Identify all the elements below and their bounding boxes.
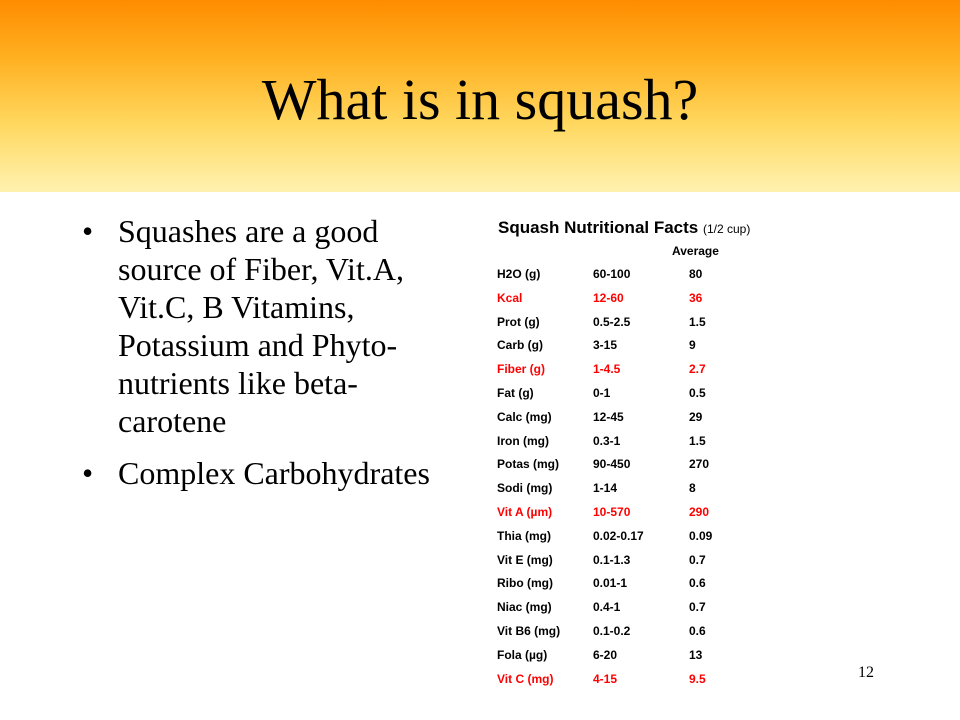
average-value: 13 bbox=[689, 647, 703, 662]
nutrient-label: Fola (µg) bbox=[497, 647, 548, 662]
nutrient-label: Thia (mg) bbox=[497, 528, 551, 543]
average-value: 36 bbox=[689, 290, 703, 305]
range-value: 4-15 bbox=[593, 671, 618, 686]
nutrient-label: Fiber (g) bbox=[497, 362, 545, 377]
range-value: 12-45 bbox=[593, 409, 624, 424]
average-value: 8 bbox=[689, 481, 696, 496]
average-value: 9 bbox=[689, 338, 696, 353]
range-value: 10-570 bbox=[593, 504, 631, 519]
nutrient-label: Ribo (mg) bbox=[497, 576, 553, 591]
average-value: 0.09 bbox=[689, 528, 713, 543]
average-value: 270 bbox=[689, 457, 710, 472]
average-value: 0.6 bbox=[689, 623, 706, 638]
average-value: 29 bbox=[689, 409, 703, 424]
average-value: 1.5 bbox=[689, 433, 706, 448]
nutrient-label: H2O (g) bbox=[497, 267, 541, 281]
average-value: 80 bbox=[689, 267, 703, 281]
page-number: 12 bbox=[858, 664, 874, 681]
range-value: 3-15 bbox=[593, 338, 618, 353]
nutrient-label: Vit A (µm) bbox=[497, 504, 553, 519]
nutrient-label: Kcal bbox=[497, 290, 523, 305]
nutrient-label: Iron (mg) bbox=[497, 433, 549, 448]
range-value: 1-14 bbox=[593, 481, 618, 496]
nutrient-label: Vit B6 (mg) bbox=[497, 623, 561, 638]
range-value: 0.1-0.2 bbox=[593, 623, 631, 638]
bullet-marker: • bbox=[82, 455, 94, 491]
table-title: Squash Nutritional Facts (1/2 cup) bbox=[498, 218, 750, 238]
average-value: 2.7 bbox=[689, 362, 706, 377]
range-value: 0.4-1 bbox=[593, 600, 621, 615]
range-value: 60-100 bbox=[593, 267, 631, 281]
bullet-item: • Complex Carbohydrates bbox=[82, 454, 462, 492]
average-value: 0.7 bbox=[689, 552, 706, 567]
average-value: 1.5 bbox=[689, 314, 706, 329]
range-value: 90-450 bbox=[593, 457, 631, 472]
nutrient-label: Calc (mg) bbox=[497, 409, 552, 424]
nutrient-label: Vit E (mg) bbox=[497, 552, 553, 567]
slide-title: What is in squash? bbox=[261, 67, 699, 132]
range-value: 0.1-1.3 bbox=[593, 552, 631, 567]
title-band bbox=[0, 0, 960, 192]
average-value: 0.7 bbox=[689, 600, 706, 615]
average-value: 290 bbox=[689, 504, 710, 519]
average-value: 0.6 bbox=[689, 576, 706, 591]
nutrient-label: Vit C (mg) bbox=[497, 671, 554, 686]
range-value: 6-20 bbox=[593, 647, 618, 662]
average-value: 9.5 bbox=[689, 671, 706, 686]
bullet-marker: • bbox=[82, 213, 94, 249]
average-value: 0.5 bbox=[689, 385, 706, 400]
bullet-text: Squashes are a good source of Fiber, Vit… bbox=[118, 213, 404, 439]
bullet-list: • Squashes are a good source of Fiber, V… bbox=[82, 212, 462, 506]
bullet-text: Complex Carbohydrates bbox=[118, 455, 430, 491]
nutrient-label: Niac (mg) bbox=[497, 600, 552, 615]
nutrient-label: Prot (g) bbox=[497, 314, 540, 329]
nutrient-label: Potas (mg) bbox=[497, 457, 560, 472]
range-value: 0-1 bbox=[593, 385, 611, 400]
average-column-header: Average bbox=[672, 244, 719, 258]
nutrient-label: Sodi (mg) bbox=[497, 481, 553, 496]
range-value: 0.02-0.17 bbox=[593, 528, 644, 543]
table-subtitle: (1/2 cup) bbox=[702, 222, 751, 236]
range-value: 0.5-2.5 bbox=[593, 314, 631, 329]
range-value: 0.3-1 bbox=[593, 433, 621, 448]
range-value: 1-4.5 bbox=[593, 362, 621, 377]
range-value: 0.01-1 bbox=[593, 576, 628, 591]
bullet-item: • Squashes are a good source of Fiber, V… bbox=[82, 212, 462, 440]
table-title-text: Squash Nutritional Facts bbox=[498, 218, 699, 237]
nutrient-label: Fat (g) bbox=[497, 385, 534, 400]
range-value: 12-60 bbox=[593, 290, 624, 305]
nutrient-label: Carb (g) bbox=[497, 338, 543, 353]
